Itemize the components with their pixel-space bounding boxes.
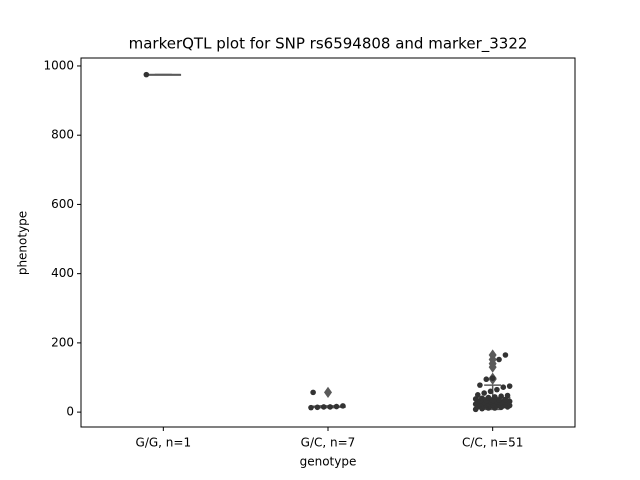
flier [324, 386, 332, 398]
y-tick-label: 200 [51, 335, 74, 349]
x-axis-label: genotype [300, 455, 357, 469]
point [320, 404, 327, 410]
point [506, 398, 513, 405]
y-tick-label: 400 [51, 266, 74, 280]
y-tick-label: 1000 [43, 58, 74, 72]
y-tick-label: 600 [51, 197, 74, 211]
chart-title: markerQTL plot for SNP rs6594808 and mar… [129, 35, 528, 54]
point [504, 392, 511, 399]
point [494, 386, 500, 393]
x-tick-label: G/G, n=1 [136, 436, 192, 450]
point [479, 395, 485, 402]
y-axis-label: phenotype [16, 211, 30, 275]
point [314, 404, 321, 411]
point [472, 396, 479, 402]
flier [488, 349, 497, 361]
plot-frame [80, 57, 576, 428]
point [489, 375, 496, 381]
point [500, 384, 507, 390]
point [487, 388, 494, 395]
point [498, 393, 504, 399]
point [308, 404, 314, 411]
point [491, 394, 498, 400]
point [333, 403, 340, 410]
point [310, 389, 316, 396]
y-tick-label: 0 [66, 405, 74, 419]
point [143, 71, 150, 78]
x-tick-label: C/C, n=51 [462, 436, 523, 450]
point [502, 396, 509, 403]
point [327, 404, 333, 410]
point [474, 392, 481, 398]
point [481, 390, 487, 396]
y-tick-label: 800 [51, 128, 74, 142]
point [483, 376, 490, 383]
point [502, 352, 509, 358]
point [496, 356, 502, 363]
point [485, 394, 492, 401]
point [340, 403, 346, 409]
x-tick-label: G/C, n=7 [301, 436, 356, 450]
point [506, 383, 513, 389]
point [477, 382, 483, 388]
